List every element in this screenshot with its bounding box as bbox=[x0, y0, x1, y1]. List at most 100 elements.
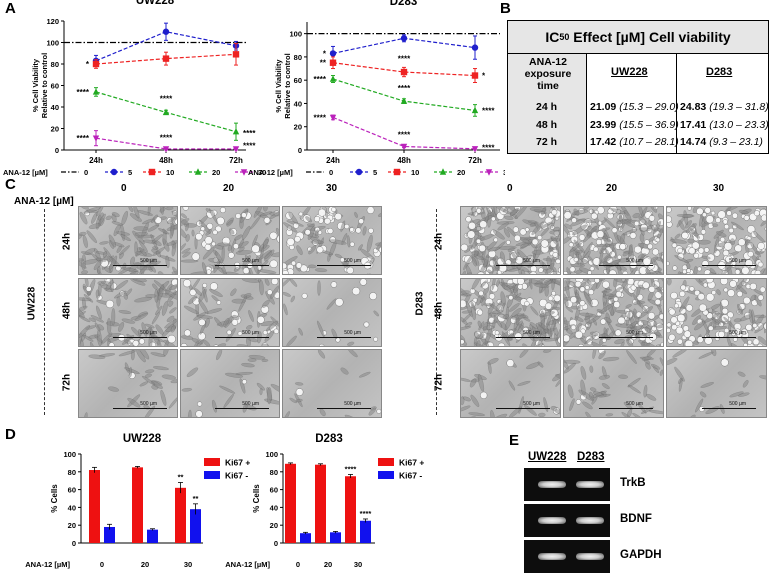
legend-d283: ANA-12 [µM] 0 5 10 20 30 bbox=[248, 168, 505, 177]
scale-bar-label: 500 µm bbox=[344, 258, 361, 264]
legend-label-10: 10 bbox=[166, 168, 174, 177]
micrograph-72h-20: 500 µm bbox=[180, 349, 280, 418]
legend-label-30: 30 bbox=[503, 168, 505, 177]
legend-marker-30 bbox=[485, 169, 493, 176]
ic50-d283-48h: 17.41 (13.0 – 23.3) bbox=[680, 119, 769, 131]
significance-label: **** bbox=[345, 464, 357, 473]
y-tick-label: 20 bbox=[51, 125, 59, 134]
ic50-title-prefix: IC bbox=[545, 29, 560, 45]
row-header-line-1: ANA-12 bbox=[529, 56, 567, 68]
y-tick-label: 20 bbox=[294, 123, 302, 132]
y-tick-label: 60 bbox=[51, 82, 59, 91]
significance-label: ** bbox=[193, 494, 199, 503]
scale-bar bbox=[317, 337, 371, 338]
bar-Ki67--0 bbox=[300, 533, 311, 543]
y-tick-label: 20 bbox=[68, 521, 76, 530]
time-uw-24h: 24h bbox=[61, 232, 73, 251]
scale-bar-label: 500 µm bbox=[626, 401, 643, 407]
scale-bar-label: 500 µm bbox=[242, 258, 259, 264]
significance-label: **** bbox=[482, 144, 495, 153]
legend-swatch-1 bbox=[204, 471, 220, 479]
bar-Ki67+-20 bbox=[315, 464, 326, 543]
significance-label: **** bbox=[160, 95, 173, 104]
x-tick-label: 20 bbox=[324, 560, 332, 569]
y-axis-label-line-2: Relative to control bbox=[283, 53, 292, 118]
x-tick-label: 20 bbox=[141, 560, 149, 569]
ic50-time-72h: 72 h bbox=[536, 136, 558, 148]
data-point-10-48h bbox=[162, 55, 170, 62]
scale-bar-label: 500 µm bbox=[344, 330, 361, 336]
data-point-10-72h bbox=[232, 51, 240, 58]
data-point-10-48h bbox=[400, 68, 408, 76]
y-tick-label: 100 bbox=[289, 30, 302, 39]
time-d-24h: 24h bbox=[433, 232, 445, 251]
cell-line-label-uw228: UW228 bbox=[26, 286, 38, 321]
y-axis-label-line-1: % Cell Viability bbox=[31, 58, 40, 112]
data-point-30-48h bbox=[162, 146, 170, 153]
micrograph-24h-0: 500 µm bbox=[78, 206, 178, 275]
panel-a-charts: UW228 0 20 40 60 80 100 120 24h 48h 72h % Cell Viab… bbox=[31, 0, 500, 165]
significance-label: **** bbox=[398, 55, 411, 64]
significance-label: **** bbox=[398, 130, 411, 139]
ic50-divider-2 bbox=[676, 54, 677, 153]
legend-marker-10 bbox=[148, 168, 156, 176]
legend-title: ANA-12 [µM] bbox=[3, 168, 48, 177]
cell-texture bbox=[461, 207, 560, 274]
scale-bar bbox=[113, 265, 167, 266]
scale-bar-label: 500 µm bbox=[140, 258, 157, 264]
y-tick-label: 0 bbox=[72, 539, 76, 548]
y-axis-label: % Cells bbox=[252, 484, 261, 513]
y-tick-label: 80 bbox=[68, 468, 76, 477]
x-tick-label: 48h bbox=[397, 156, 411, 165]
scale-bar bbox=[317, 408, 371, 409]
micrograph-48h-30: 500 µm bbox=[282, 278, 382, 347]
legend-label-5: 5 bbox=[128, 168, 132, 177]
scale-bar bbox=[215, 408, 269, 409]
micrograph-24h-20: 500 µm bbox=[563, 206, 664, 275]
band-bdnf-d283 bbox=[576, 517, 604, 524]
micrograph-48h-30: 500 µm bbox=[666, 278, 767, 347]
significance-label: * bbox=[323, 49, 327, 58]
x-tick-label: 24h bbox=[89, 156, 103, 165]
data-point-20-72h bbox=[232, 128, 240, 135]
y-tick-label: 80 bbox=[294, 53, 302, 62]
panel-a-letter: A bbox=[5, 0, 16, 17]
legend-swatch-1 bbox=[378, 471, 394, 479]
data-point-10-72h bbox=[471, 72, 479, 79]
bar-Ki67--0 bbox=[104, 526, 115, 543]
chart-title: UW228 bbox=[123, 433, 162, 445]
scale-bar bbox=[496, 408, 550, 409]
gel-strip-trkb bbox=[524, 468, 610, 501]
x-tick-label: 24h bbox=[326, 156, 340, 165]
viability-chart-uw228: UW228 0 20 40 60 80 100 120 24h 48h 72h % Cell Viab… bbox=[31, 0, 256, 165]
cell-texture bbox=[564, 350, 663, 417]
data-point-30-24h bbox=[329, 114, 337, 122]
cell-line-label-d283: D283 bbox=[414, 291, 426, 316]
ki67-chart-uw228: UW228 0 20 40 60 80 100 % Cells ANA-12 [µM] 0 20 30… bbox=[25, 433, 250, 569]
conc-uw-0: 0 bbox=[121, 183, 127, 194]
legend-marker-10 bbox=[393, 168, 401, 176]
gel-label-gapdh: GAPDH bbox=[620, 549, 662, 561]
series-line-30 bbox=[95, 137, 236, 150]
scale-bar-label: 500 µm bbox=[344, 401, 361, 407]
cell-texture bbox=[283, 350, 381, 417]
micrograph-24h-30: 500 µm bbox=[666, 206, 767, 275]
scale-bar-label: 500 µm bbox=[626, 258, 643, 264]
micrograph-48h-20: 500 µm bbox=[563, 278, 664, 347]
ic50-uw228-72h: 17.42 (10.7 – 28.1) bbox=[590, 136, 679, 148]
panel-c-letter: C bbox=[5, 176, 16, 193]
band-bdnf-uw228 bbox=[538, 517, 566, 524]
significance-label: **** bbox=[482, 106, 495, 115]
legend-label-0: 0 bbox=[84, 168, 88, 177]
cell-texture bbox=[564, 279, 663, 346]
cell-texture bbox=[283, 207, 381, 274]
ic50-d283-72h: 14.74 (9.3 – 23.1) bbox=[680, 136, 763, 148]
data-point-5-72h bbox=[471, 44, 479, 51]
micrograph-24h-0: 500 µm bbox=[460, 206, 561, 275]
ic50-time-48h: 48 h bbox=[536, 119, 558, 131]
gel-label-trkb: TrkB bbox=[620, 477, 646, 489]
scale-bar-label: 500 µm bbox=[140, 401, 157, 407]
x-tick-label: 30 bbox=[354, 560, 362, 569]
y-tick-label: 0 bbox=[298, 146, 302, 155]
data-point-20-24h bbox=[329, 75, 337, 82]
